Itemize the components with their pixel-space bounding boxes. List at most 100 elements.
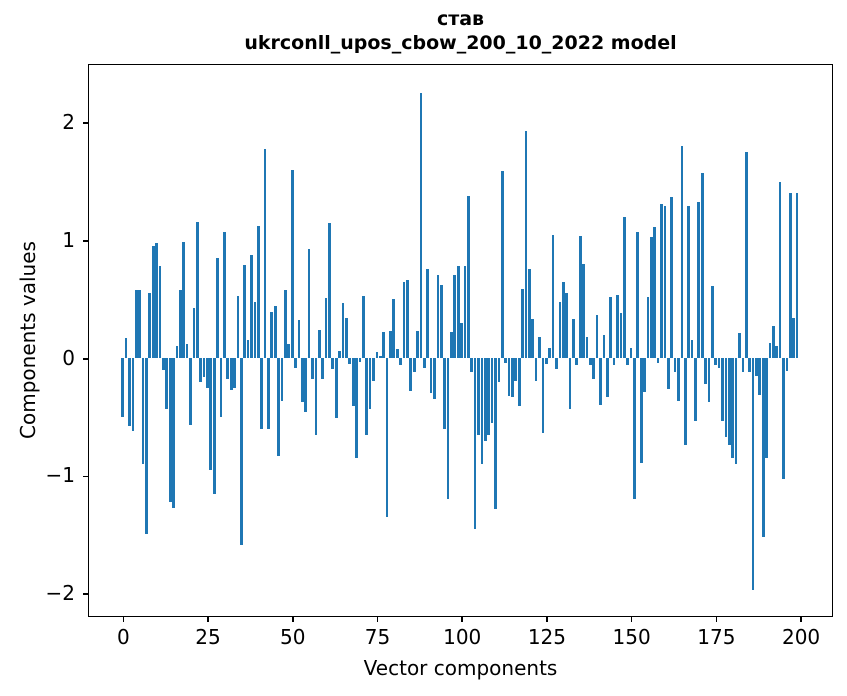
x-tick-label: 175 bbox=[697, 625, 736, 649]
y-tick-label: 2 bbox=[62, 110, 75, 135]
bar bbox=[368, 358, 372, 409]
bar bbox=[372, 358, 375, 381]
bar bbox=[636, 232, 640, 359]
bar bbox=[121, 358, 125, 417]
x-tick-label: 25 bbox=[195, 625, 221, 649]
bar bbox=[487, 358, 491, 435]
bar bbox=[277, 358, 280, 456]
bar bbox=[490, 358, 494, 423]
bar bbox=[392, 299, 396, 359]
bar bbox=[351, 358, 355, 407]
bar bbox=[727, 358, 731, 446]
bar bbox=[406, 280, 409, 359]
bar bbox=[253, 301, 257, 359]
x-tick-label: 125 bbox=[527, 625, 566, 649]
bar bbox=[287, 344, 291, 359]
bar bbox=[761, 358, 765, 538]
bar bbox=[419, 93, 423, 359]
bar bbox=[697, 201, 701, 359]
bar bbox=[477, 358, 480, 435]
x-tick-mark bbox=[715, 617, 718, 622]
bar bbox=[433, 358, 436, 400]
bar bbox=[128, 358, 131, 427]
bar bbox=[565, 293, 568, 359]
bar bbox=[155, 242, 158, 359]
bar bbox=[250, 254, 253, 359]
bar bbox=[412, 358, 416, 373]
x-tick-label: 100 bbox=[443, 625, 482, 649]
y-tick-mark bbox=[83, 593, 88, 595]
bar bbox=[504, 358, 507, 363]
bar bbox=[524, 130, 528, 359]
bar bbox=[151, 246, 155, 359]
bar bbox=[619, 313, 623, 359]
bar bbox=[223, 232, 226, 359]
bar bbox=[209, 358, 213, 470]
bar bbox=[792, 318, 796, 359]
bar bbox=[256, 226, 260, 359]
bar bbox=[633, 358, 636, 500]
bar bbox=[585, 336, 589, 359]
bar bbox=[199, 358, 202, 382]
bar bbox=[507, 358, 511, 396]
bar bbox=[192, 307, 196, 359]
bar bbox=[236, 295, 240, 359]
bar bbox=[494, 358, 497, 509]
bar bbox=[521, 288, 524, 359]
bar bbox=[463, 266, 467, 359]
bar bbox=[538, 336, 541, 359]
bar bbox=[195, 221, 199, 359]
bar bbox=[297, 320, 301, 359]
bar bbox=[551, 234, 555, 359]
bar bbox=[582, 263, 585, 359]
bar bbox=[731, 358, 735, 459]
bar bbox=[656, 358, 660, 363]
bar bbox=[178, 289, 182, 359]
bar bbox=[243, 265, 247, 359]
bar bbox=[497, 358, 501, 382]
bar bbox=[589, 358, 592, 366]
bar bbox=[470, 358, 474, 373]
bar bbox=[788, 193, 792, 359]
x-tick-mark bbox=[291, 617, 294, 622]
bar bbox=[775, 346, 779, 359]
chart-title: став bbox=[436, 8, 485, 30]
bar bbox=[741, 358, 745, 373]
bar bbox=[375, 352, 379, 359]
x-tick-mark bbox=[122, 617, 125, 622]
bar bbox=[304, 358, 308, 413]
bar bbox=[721, 358, 724, 421]
bar bbox=[531, 319, 535, 359]
bar bbox=[480, 358, 484, 465]
bar bbox=[517, 358, 521, 407]
bar bbox=[409, 358, 413, 392]
bar bbox=[206, 358, 209, 388]
bar bbox=[755, 358, 758, 376]
bar bbox=[666, 358, 670, 389]
bar bbox=[450, 332, 453, 359]
bar bbox=[572, 319, 575, 359]
bar bbox=[233, 358, 236, 388]
bar bbox=[290, 169, 294, 359]
bar bbox=[687, 206, 690, 359]
bar bbox=[334, 358, 338, 419]
bar bbox=[246, 340, 250, 359]
bar bbox=[399, 358, 402, 366]
x-axis-label: Vector components bbox=[363, 656, 558, 680]
y-tick-label: 0 bbox=[62, 345, 75, 370]
y-tick-mark bbox=[83, 240, 88, 242]
bar bbox=[260, 358, 263, 429]
bar bbox=[294, 358, 297, 368]
bar bbox=[317, 329, 321, 359]
bar bbox=[202, 358, 206, 377]
bar bbox=[382, 332, 385, 359]
bar bbox=[534, 358, 538, 381]
bar bbox=[541, 358, 545, 434]
bar bbox=[175, 346, 179, 359]
bar bbox=[422, 358, 426, 368]
x-tick-label: 200 bbox=[781, 625, 821, 649]
bar bbox=[758, 358, 762, 395]
bar bbox=[528, 268, 531, 359]
bar bbox=[751, 358, 755, 591]
bar bbox=[683, 358, 687, 446]
